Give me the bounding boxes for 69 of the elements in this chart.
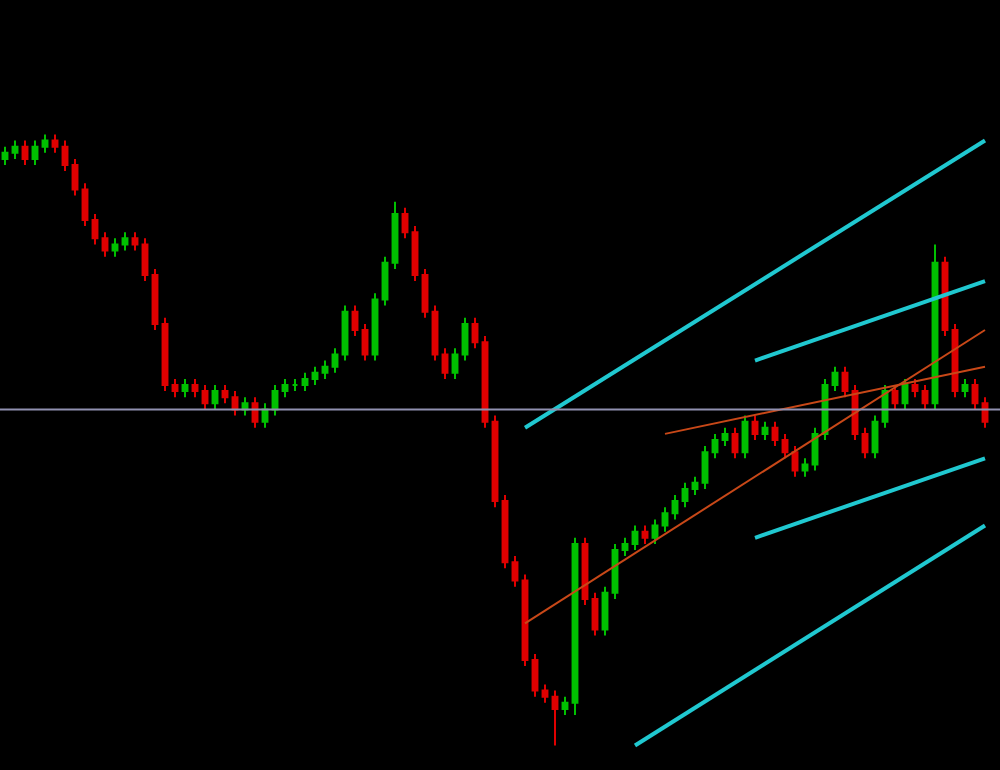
candlestick <box>281 377 289 399</box>
candlestick <box>301 371 309 393</box>
candlestick <box>211 384 219 411</box>
candlestick <box>361 322 369 362</box>
candlestick <box>71 157 79 197</box>
candlestick <box>711 432 719 460</box>
candlestick <box>771 420 779 448</box>
candlestick <box>21 139 29 166</box>
candlestick <box>911 377 919 399</box>
candlestick <box>671 494 679 521</box>
candlestick <box>601 585 609 637</box>
candlestick <box>961 377 969 399</box>
candlestick <box>91 212 99 246</box>
candlestick <box>151 267 159 331</box>
candlestick <box>331 347 339 374</box>
candlestick <box>661 506 669 533</box>
candlestick <box>691 475 699 496</box>
candlestick <box>311 365 319 386</box>
candlestick <box>111 237 119 258</box>
candlestick <box>121 231 129 252</box>
candlestick <box>721 426 729 448</box>
candlestick <box>831 365 839 393</box>
candlestick <box>421 267 429 319</box>
candlestick <box>701 445 709 490</box>
candlestick <box>141 237 149 283</box>
candlestick <box>971 377 979 411</box>
candlestick <box>551 689 559 747</box>
candlestick <box>461 316 469 362</box>
candlestick <box>101 231 109 258</box>
candlestick <box>131 231 139 252</box>
candlestick <box>81 182 89 228</box>
candlestick <box>621 536 629 558</box>
candlestick <box>541 683 549 704</box>
candlestick <box>681 481 689 509</box>
candlestick <box>221 384 229 405</box>
candlestick <box>751 414 759 441</box>
candlestick <box>371 292 379 362</box>
candlestick <box>761 420 769 441</box>
candlestick <box>11 139 19 160</box>
candlestick <box>291 377 299 393</box>
candlestick <box>61 139 69 173</box>
candlestick <box>561 695 569 716</box>
candlestick <box>181 377 189 399</box>
candlestick <box>781 432 789 460</box>
candlestick <box>441 347 449 380</box>
candlestick <box>191 377 199 399</box>
candlestick <box>31 139 39 166</box>
candlestick <box>731 426 739 460</box>
candlestick <box>801 457 809 478</box>
candlestick <box>591 591 599 637</box>
candlestick <box>451 347 459 380</box>
candlestick <box>531 652 539 698</box>
candlestick <box>1 145 9 166</box>
candlestick <box>471 316 479 350</box>
candlestick <box>511 555 519 588</box>
candlestick <box>861 426 869 460</box>
candlestick <box>921 384 929 411</box>
candlestick <box>401 206 409 240</box>
candlestick <box>631 524 639 551</box>
candlestick <box>791 445 799 478</box>
candlestick <box>41 133 49 154</box>
candlestick <box>391 200 399 270</box>
candlestick <box>51 133 59 154</box>
candlestick <box>411 225 419 283</box>
candlestick <box>641 524 649 545</box>
candlestick <box>321 359 329 380</box>
candlestick <box>171 377 179 399</box>
candlestick <box>201 384 209 411</box>
candlestick <box>351 304 359 338</box>
